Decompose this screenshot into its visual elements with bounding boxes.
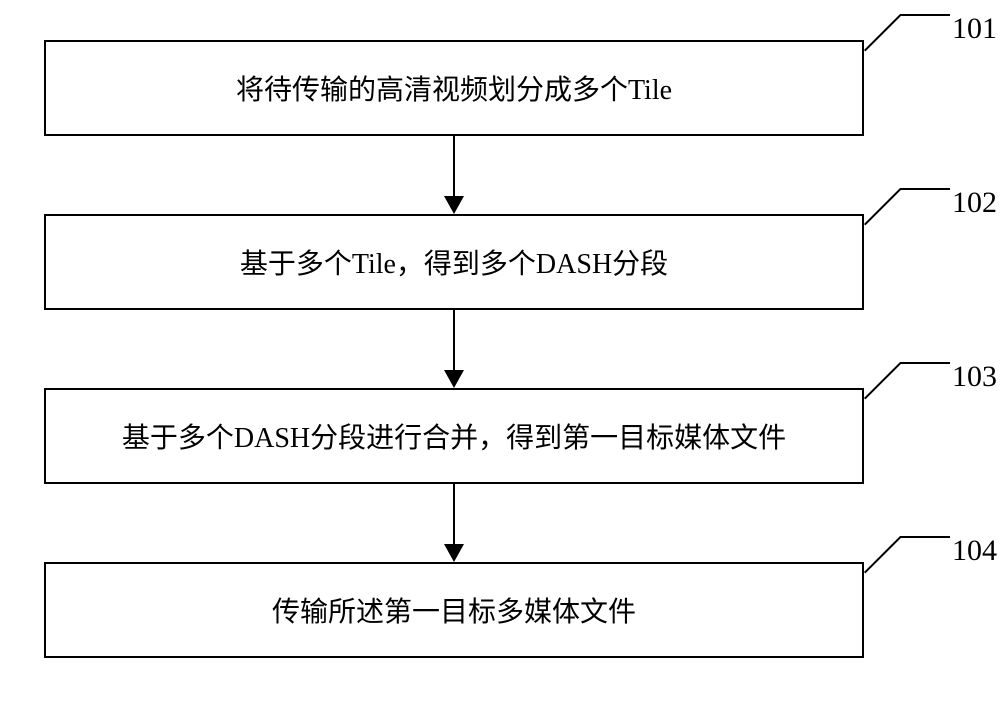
arrow-line: [453, 484, 455, 546]
step-label-104: 104: [952, 534, 997, 568]
flow-step-b4: 传输所述第一目标多媒体文件: [44, 562, 864, 658]
arrow-line: [453, 136, 455, 198]
leader-line: [864, 536, 901, 573]
arrow-head-icon: [444, 370, 464, 388]
step-label-103: 103: [952, 360, 997, 394]
leader-line: [864, 14, 901, 51]
flow-step-b3: 基于多个DASH分段进行合并，得到第一目标媒体文件: [44, 388, 864, 484]
flow-step-text: 将待传输的高清视频划分成多个Tile: [236, 68, 672, 108]
arrow-line: [453, 310, 455, 372]
flowchart-canvas: 将待传输的高清视频划分成多个Tile 基于多个Tile，得到多个DASH分段基于多…: [0, 0, 1000, 707]
flow-step-b2: 基于多个Tile，得到多个DASH分段: [44, 214, 864, 310]
leader-line: [900, 14, 950, 16]
flow-step-text: 基于多个Tile，得到多个DASH分段: [240, 242, 668, 282]
step-label-102: 102: [952, 186, 997, 220]
flow-step-b1: 将待传输的高清视频划分成多个Tile: [44, 40, 864, 136]
flow-step-text: 基于多个DASH分段进行合并，得到第一目标媒体文件: [122, 416, 786, 456]
arrow-head-icon: [444, 196, 464, 214]
arrow-head-icon: [444, 544, 464, 562]
flow-step-text: 传输所述第一目标多媒体文件: [272, 590, 636, 630]
leader-line: [864, 188, 901, 225]
leader-line: [900, 188, 950, 190]
leader-line: [864, 362, 901, 399]
leader-line: [900, 362, 950, 364]
leader-line: [900, 536, 950, 538]
step-label-101: 101: [952, 12, 997, 46]
